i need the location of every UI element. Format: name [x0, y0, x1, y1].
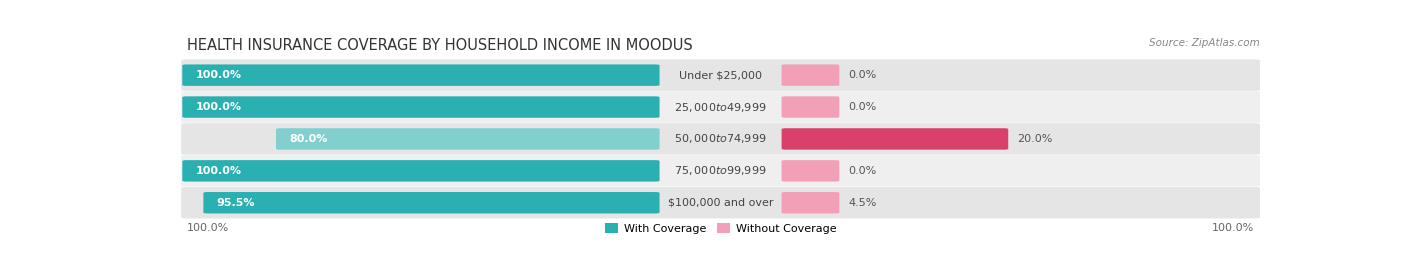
FancyBboxPatch shape [204, 192, 659, 214]
Text: 100.0%: 100.0% [1212, 223, 1254, 233]
FancyBboxPatch shape [782, 128, 1008, 150]
FancyBboxPatch shape [183, 160, 659, 182]
Text: 100.0%: 100.0% [195, 102, 242, 112]
Text: 0.0%: 0.0% [848, 70, 876, 80]
Text: $25,000 to $49,999: $25,000 to $49,999 [675, 101, 766, 114]
Text: 0.0%: 0.0% [848, 102, 876, 112]
Text: 100.0%: 100.0% [187, 223, 229, 233]
FancyBboxPatch shape [782, 192, 839, 214]
FancyBboxPatch shape [181, 123, 1260, 155]
FancyBboxPatch shape [183, 65, 659, 86]
Text: $100,000 and over: $100,000 and over [668, 198, 773, 208]
FancyBboxPatch shape [782, 160, 839, 182]
FancyBboxPatch shape [782, 96, 839, 118]
Text: 95.5%: 95.5% [217, 198, 254, 208]
Text: 4.5%: 4.5% [848, 198, 876, 208]
FancyBboxPatch shape [181, 59, 1260, 91]
FancyBboxPatch shape [181, 187, 1260, 218]
FancyBboxPatch shape [181, 155, 1260, 187]
FancyBboxPatch shape [782, 65, 839, 86]
Text: 80.0%: 80.0% [290, 134, 328, 144]
FancyBboxPatch shape [181, 91, 1260, 123]
FancyBboxPatch shape [276, 128, 659, 150]
Text: $50,000 to $74,999: $50,000 to $74,999 [675, 132, 766, 146]
Text: 0.0%: 0.0% [848, 166, 876, 176]
Text: 100.0%: 100.0% [195, 166, 242, 176]
Text: 100.0%: 100.0% [195, 70, 242, 80]
FancyBboxPatch shape [183, 96, 659, 118]
Text: $75,000 to $99,999: $75,000 to $99,999 [675, 164, 766, 177]
Text: Source: ZipAtlas.com: Source: ZipAtlas.com [1149, 38, 1260, 48]
Text: HEALTH INSURANCE COVERAGE BY HOUSEHOLD INCOME IN MOODUS: HEALTH INSURANCE COVERAGE BY HOUSEHOLD I… [187, 38, 692, 54]
Text: 20.0%: 20.0% [1017, 134, 1052, 144]
Legend: With Coverage, Without Coverage: With Coverage, Without Coverage [605, 224, 837, 234]
Text: Under $25,000: Under $25,000 [679, 70, 762, 80]
